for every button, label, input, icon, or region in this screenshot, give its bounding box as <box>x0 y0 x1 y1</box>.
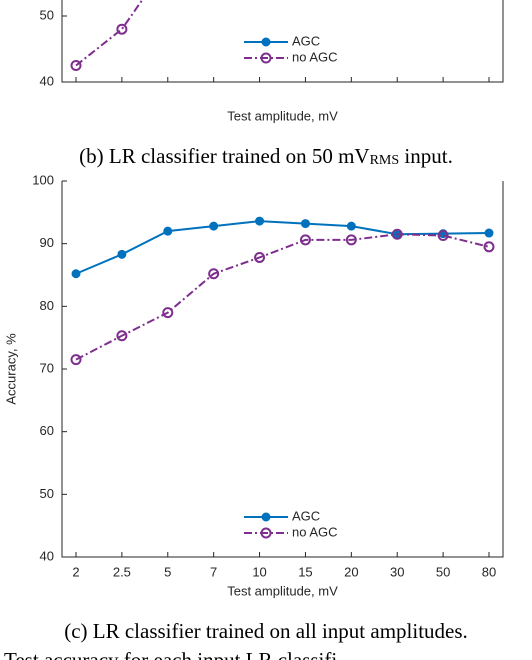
y-axis-label: Accuracy, % <box>3 333 18 405</box>
x-axis-label: Test amplitude, mV <box>227 583 338 598</box>
series-line <box>75 220 490 275</box>
data-point <box>345 234 357 246</box>
legend-marker <box>261 512 271 522</box>
series-line <box>75 233 490 361</box>
chart: 40 50 60 70 80 90 100 2 2.5 5 7 10 15 20 30 50 80 <box>32 172 504 579</box>
chart: 40 50 2 2.5 5 7 10 15 20 30 50 80 <box>40 0 504 104</box>
legend-marker <box>260 52 272 64</box>
x-tick-label: 2.5 <box>113 564 131 579</box>
x-tick-label: 7 <box>210 564 217 579</box>
y-tick-label: 40 <box>40 73 54 88</box>
x-tick-label: 2 <box>72 564 79 579</box>
y-tick-label: 90 <box>40 235 54 250</box>
x-tick-label: 15 <box>298 89 312 104</box>
data-point <box>299 234 311 246</box>
x-axis-label: Test amplitude, mV <box>227 108 338 123</box>
x-tick-label: 2.5 <box>113 89 131 104</box>
legend-marker <box>260 527 272 539</box>
caption-text: (b) LR classifier trained on 50 mV <box>79 144 369 168</box>
data-point <box>116 23 128 35</box>
x-tick-label: 30 <box>390 89 404 104</box>
data-point <box>483 241 495 253</box>
x-tick-label: 50 <box>436 564 450 579</box>
x-tick-label: 20 <box>344 89 358 104</box>
data-point <box>70 60 82 71</box>
data-point <box>437 230 449 242</box>
x-tick-label: 5 <box>164 564 171 579</box>
series-line <box>75 0 144 67</box>
caption-c: (c) LR classifier trained on all input a… <box>64 619 468 643</box>
y-tick-label: 70 <box>40 360 54 375</box>
figure-caption: Test accuracy for each input LR classifi <box>4 648 337 660</box>
y-tick-label: 60 <box>40 423 54 438</box>
data-point <box>116 330 128 342</box>
x-tick-label: 30 <box>390 564 404 579</box>
legend-label: AGC <box>292 508 320 523</box>
y-tick-label: 50 <box>40 7 54 22</box>
x-tick-label: 15 <box>298 564 312 579</box>
legend-marker <box>261 37 271 47</box>
caption-subscript: RMS <box>370 153 400 168</box>
x-tick-label: 10 <box>252 89 266 104</box>
x-tick-label: 80 <box>482 89 496 104</box>
legend-label: no AGC <box>292 49 338 64</box>
data-point <box>162 307 174 319</box>
axes-box <box>61 181 504 558</box>
caption-b: (b) LR classifier trained on 50 mVRMS in… <box>79 144 453 168</box>
x-tick-label: 50 <box>436 89 450 104</box>
data-point <box>300 219 310 229</box>
x-tick-label: 5 <box>164 89 171 104</box>
x-tick-label: 80 <box>482 564 496 579</box>
caption-text: input. <box>399 144 453 168</box>
data-point <box>391 228 403 240</box>
data-point <box>346 221 356 231</box>
axes-box <box>61 0 504 83</box>
legend-label: no AGC <box>292 524 338 539</box>
y-tick-label: 40 <box>40 548 54 563</box>
y-tick-label: 100 <box>32 172 54 187</box>
legend-label: AGC <box>292 33 320 48</box>
data-point <box>70 354 82 366</box>
x-tick-label: 7 <box>210 89 217 104</box>
data-point <box>209 221 219 231</box>
data-point <box>255 216 265 226</box>
data-point <box>163 226 173 236</box>
x-tick-label: 20 <box>344 564 358 579</box>
data-point <box>71 269 81 279</box>
data-point <box>254 251 266 263</box>
data-point <box>117 249 127 259</box>
y-tick-label: 80 <box>40 298 54 313</box>
data-point <box>208 268 220 280</box>
x-tick-label: 10 <box>252 564 266 579</box>
data-point <box>484 228 494 238</box>
y-tick-label: 50 <box>40 486 54 501</box>
x-tick-label: 2 <box>72 89 79 104</box>
